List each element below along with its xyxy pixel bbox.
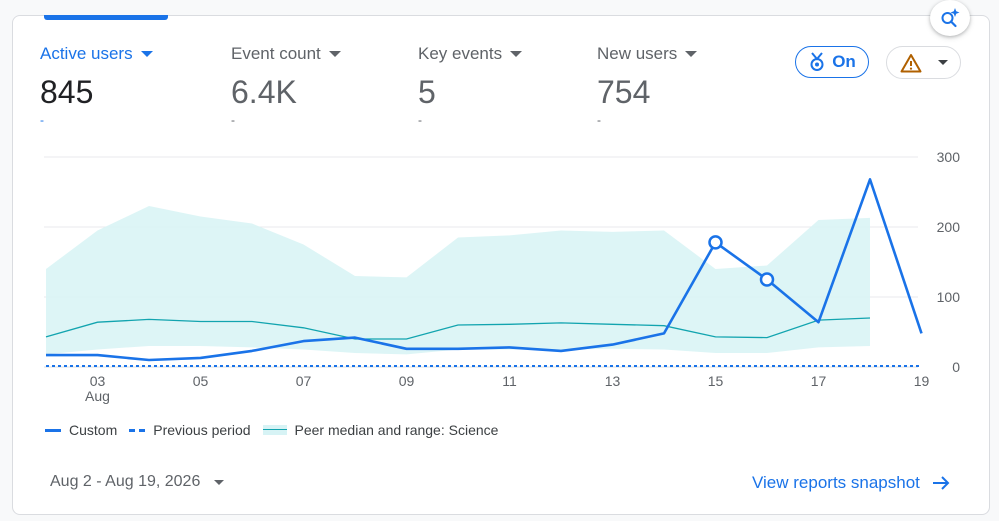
warning-triangle-icon bbox=[900, 53, 921, 72]
x-tick-label: 19 bbox=[914, 373, 930, 389]
y-tick-label: 0 bbox=[952, 359, 960, 375]
x-tick-label: 13 bbox=[605, 373, 621, 389]
metric-change: - bbox=[231, 113, 235, 127]
data-point-marker bbox=[708, 235, 723, 250]
caret-down-icon bbox=[140, 51, 153, 57]
link-label: View reports snapshot bbox=[752, 473, 920, 492]
metric-selector[interactable]: New users bbox=[597, 44, 698, 64]
metric-key-events[interactable]: Key events 5 - bbox=[418, 44, 523, 127]
metric-change: - bbox=[418, 113, 422, 127]
date-range-selector[interactable]: Aug 2 - Aug 19, 2026 bbox=[50, 473, 225, 491]
caret-down-icon bbox=[328, 51, 341, 57]
x-tick-label: 15 bbox=[708, 373, 724, 389]
metric-value: 5 bbox=[418, 74, 436, 110]
y-tick-label: 300 bbox=[937, 149, 961, 165]
caret-down-icon bbox=[685, 51, 698, 57]
x-tick-label: 09 bbox=[399, 373, 415, 389]
x-tick-label: 17 bbox=[811, 373, 827, 389]
legend-item-peer[interactable]: Peer median and range: Science bbox=[262, 422, 499, 438]
caret-down-icon bbox=[214, 479, 225, 485]
view-reports-snapshot-link[interactable]: View reports snapshot bbox=[752, 473, 950, 493]
metric-selector[interactable]: Active users bbox=[40, 44, 153, 64]
legend-swatch-dashed bbox=[129, 428, 146, 432]
data-point-marker bbox=[759, 272, 775, 287]
peer-median-line bbox=[45, 317, 871, 340]
chart-legend: Custom Previous period Peer median and r… bbox=[45, 422, 510, 438]
legend-label: Previous period bbox=[153, 422, 251, 438]
legend-item-custom[interactable]: Custom bbox=[45, 422, 117, 438]
metric-event-count[interactable]: Event count 6.4K - bbox=[231, 44, 341, 127]
metric-label: New users bbox=[597, 44, 678, 63]
benchmark-toggle-chip[interactable]: On bbox=[795, 46, 869, 78]
legend-label: Peer median and range: Science bbox=[294, 422, 499, 438]
metric-change: - bbox=[40, 113, 44, 127]
caret-down-icon bbox=[510, 51, 523, 57]
chip-label: On bbox=[832, 52, 856, 71]
medal-badge-icon bbox=[810, 52, 824, 71]
arrow-right-icon bbox=[932, 476, 950, 490]
metric-label: Key events bbox=[418, 44, 503, 63]
active-tab-indicator bbox=[44, 15, 168, 20]
peer-range-band bbox=[46, 206, 870, 355]
insights-button[interactable] bbox=[930, 0, 970, 36]
metric-value: 845 bbox=[40, 74, 94, 110]
metric-value: 754 bbox=[597, 74, 651, 110]
x-tick-label: 11 bbox=[502, 373, 517, 389]
chevron-down-icon bbox=[937, 60, 948, 65]
legend-item-previous[interactable]: Previous period bbox=[129, 422, 251, 438]
y-tick-label: 100 bbox=[937, 289, 961, 305]
date-range-label: Aug 2 - Aug 19, 2026 bbox=[50, 473, 201, 490]
x-tick-label: 07 bbox=[296, 373, 312, 389]
metric-change: - bbox=[597, 113, 601, 127]
x-tick-sublabel: Aug bbox=[85, 388, 110, 404]
metric-label: Active users bbox=[40, 44, 133, 63]
metric-active-users[interactable]: Active users 845 - bbox=[40, 44, 153, 127]
x-tick-label: 03 bbox=[90, 373, 106, 389]
data-quality-chip[interactable] bbox=[886, 46, 961, 79]
legend-swatch-solid bbox=[45, 428, 61, 432]
metric-label: Event count bbox=[231, 44, 321, 63]
insights-sparkle-search-icon bbox=[941, 8, 960, 28]
metric-new-users[interactable]: New users 754 - bbox=[597, 44, 698, 127]
metric-selector[interactable]: Key events bbox=[418, 44, 523, 64]
y-tick-label: 200 bbox=[937, 219, 961, 235]
legend-label: Custom bbox=[69, 422, 118, 438]
metric-selector[interactable]: Event count bbox=[231, 44, 341, 64]
metric-value: 6.4K bbox=[231, 74, 297, 110]
legend-swatch-band bbox=[262, 425, 287, 435]
x-tick-label: 05 bbox=[193, 373, 209, 389]
custom-series-line bbox=[46, 178, 923, 362]
